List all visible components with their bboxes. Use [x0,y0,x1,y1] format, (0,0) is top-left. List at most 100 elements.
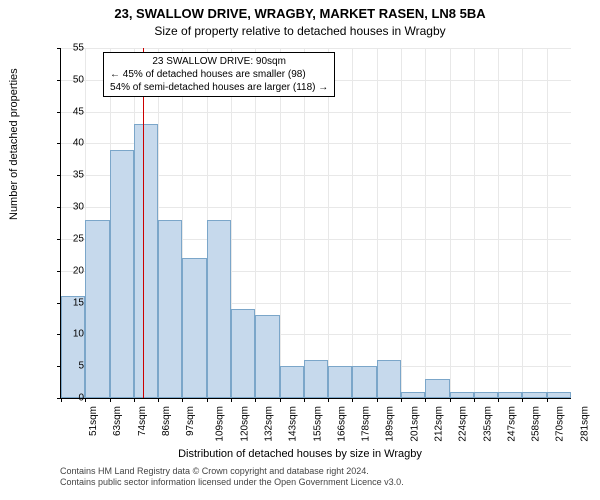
xtick-label: 97sqm [185,406,196,436]
footer-line2: Contains public sector information licen… [60,477,404,488]
xtick-label: 86sqm [161,406,172,436]
ytick-label: 20 [60,265,84,276]
xtick-label: 109sqm [215,406,226,442]
histogram-bar [352,366,376,398]
histogram-bar [85,220,109,398]
annotation-line2: ← 45% of detached houses are smaller (98… [110,68,328,81]
histogram-bar [328,366,352,398]
xtick-mark [207,398,208,402]
histogram-bar [158,220,182,398]
histogram-bar [474,392,498,398]
footer-attribution: Contains HM Land Registry data © Crown c… [60,466,404,489]
xtick-mark [401,398,402,402]
gridline-v [474,48,475,398]
ytick-label: 30 [60,202,84,213]
xtick-label: 120sqm [239,406,250,442]
xtick-label: 201sqm [409,406,420,442]
footer-line1: Contains HM Land Registry data © Crown c… [60,466,404,477]
xtick-label: 258sqm [531,406,542,442]
histogram-bar [134,124,158,398]
xtick-mark [85,398,86,402]
gridline-v [304,48,305,398]
xtick-mark [377,398,378,402]
reference-line [143,48,144,398]
histogram-bar [450,392,474,398]
gridline-v [425,48,426,398]
xtick-mark [182,398,183,402]
histogram-bar [401,392,425,398]
annotation-box: 23 SWALLOW DRIVE: 90sqm← 45% of detached… [103,52,335,97]
chart-title-desc: Size of property relative to detached ho… [0,24,600,38]
xtick-label: 178sqm [361,406,372,442]
xtick-mark [304,398,305,402]
chart-area: 23 SWALLOW DRIVE: 90sqm← 45% of detached… [60,48,570,398]
xtick-mark [498,398,499,402]
xtick-label: 74sqm [137,406,148,436]
xtick-label: 51sqm [88,406,99,436]
xtick-label: 63sqm [112,406,123,436]
annotation-line1: 23 SWALLOW DRIVE: 90sqm [110,55,328,68]
xtick-mark [231,398,232,402]
xtick-label: 224sqm [458,406,469,442]
xtick-label: 143sqm [288,406,299,442]
gridline-h [61,112,571,113]
xtick-label: 155sqm [312,406,323,442]
gridline-h [61,48,571,49]
annotation-line3: 54% of semi-detached houses are larger (… [110,81,328,94]
histogram-bar [182,258,206,398]
histogram-bar [377,360,401,398]
y-axis-label: Number of detached properties [8,68,20,220]
histogram-bar [547,392,571,398]
histogram-bar [498,392,522,398]
gridline-v [352,48,353,398]
xtick-label: 189sqm [385,406,396,442]
xtick-mark [352,398,353,402]
xtick-mark [450,398,451,402]
histogram-bar [231,309,255,398]
xtick-mark [425,398,426,402]
histogram-bar [110,150,134,398]
gridline-v [522,48,523,398]
ytick-label: 45 [60,106,84,117]
histogram-bar [207,220,231,398]
histogram-bar [61,296,85,398]
xtick-label: 132sqm [264,406,275,442]
gridline-v [328,48,329,398]
x-axis-label: Distribution of detached houses by size … [0,448,600,460]
histogram-bar [425,379,449,398]
ytick-label: 10 [60,329,84,340]
xtick-label: 235sqm [482,406,493,442]
histogram-bar [522,392,546,398]
plot-area: 23 SWALLOW DRIVE: 90sqm← 45% of detached… [60,48,571,399]
ytick-label: 40 [60,138,84,149]
gridline-v [547,48,548,398]
chart-title-address: 23, SWALLOW DRIVE, WRAGBY, MARKET RASEN,… [0,6,600,21]
xtick-label: 281sqm [579,406,590,442]
xtick-mark [280,398,281,402]
histogram-bar [255,315,279,398]
xtick-mark [255,398,256,402]
xtick-mark [158,398,159,402]
histogram-bar [304,360,328,398]
gridline-v [280,48,281,398]
xtick-label: 212sqm [434,406,445,442]
histogram-bar [280,366,304,398]
ytick-label: 55 [60,43,84,54]
xtick-label: 247sqm [506,406,517,442]
ytick-label: 5 [60,361,84,372]
xtick-mark [522,398,523,402]
gridline-v [377,48,378,398]
xtick-mark [328,398,329,402]
xtick-mark [474,398,475,402]
gridline-v [450,48,451,398]
ytick-label: 35 [60,170,84,181]
xtick-label: 270sqm [555,406,566,442]
xtick-mark [547,398,548,402]
ytick-label: 25 [60,233,84,244]
ytick-label: 0 [60,393,84,404]
xtick-mark [110,398,111,402]
gridline-v [401,48,402,398]
ytick-label: 50 [60,74,84,85]
ytick-label: 15 [60,297,84,308]
xtick-label: 166sqm [336,406,347,442]
